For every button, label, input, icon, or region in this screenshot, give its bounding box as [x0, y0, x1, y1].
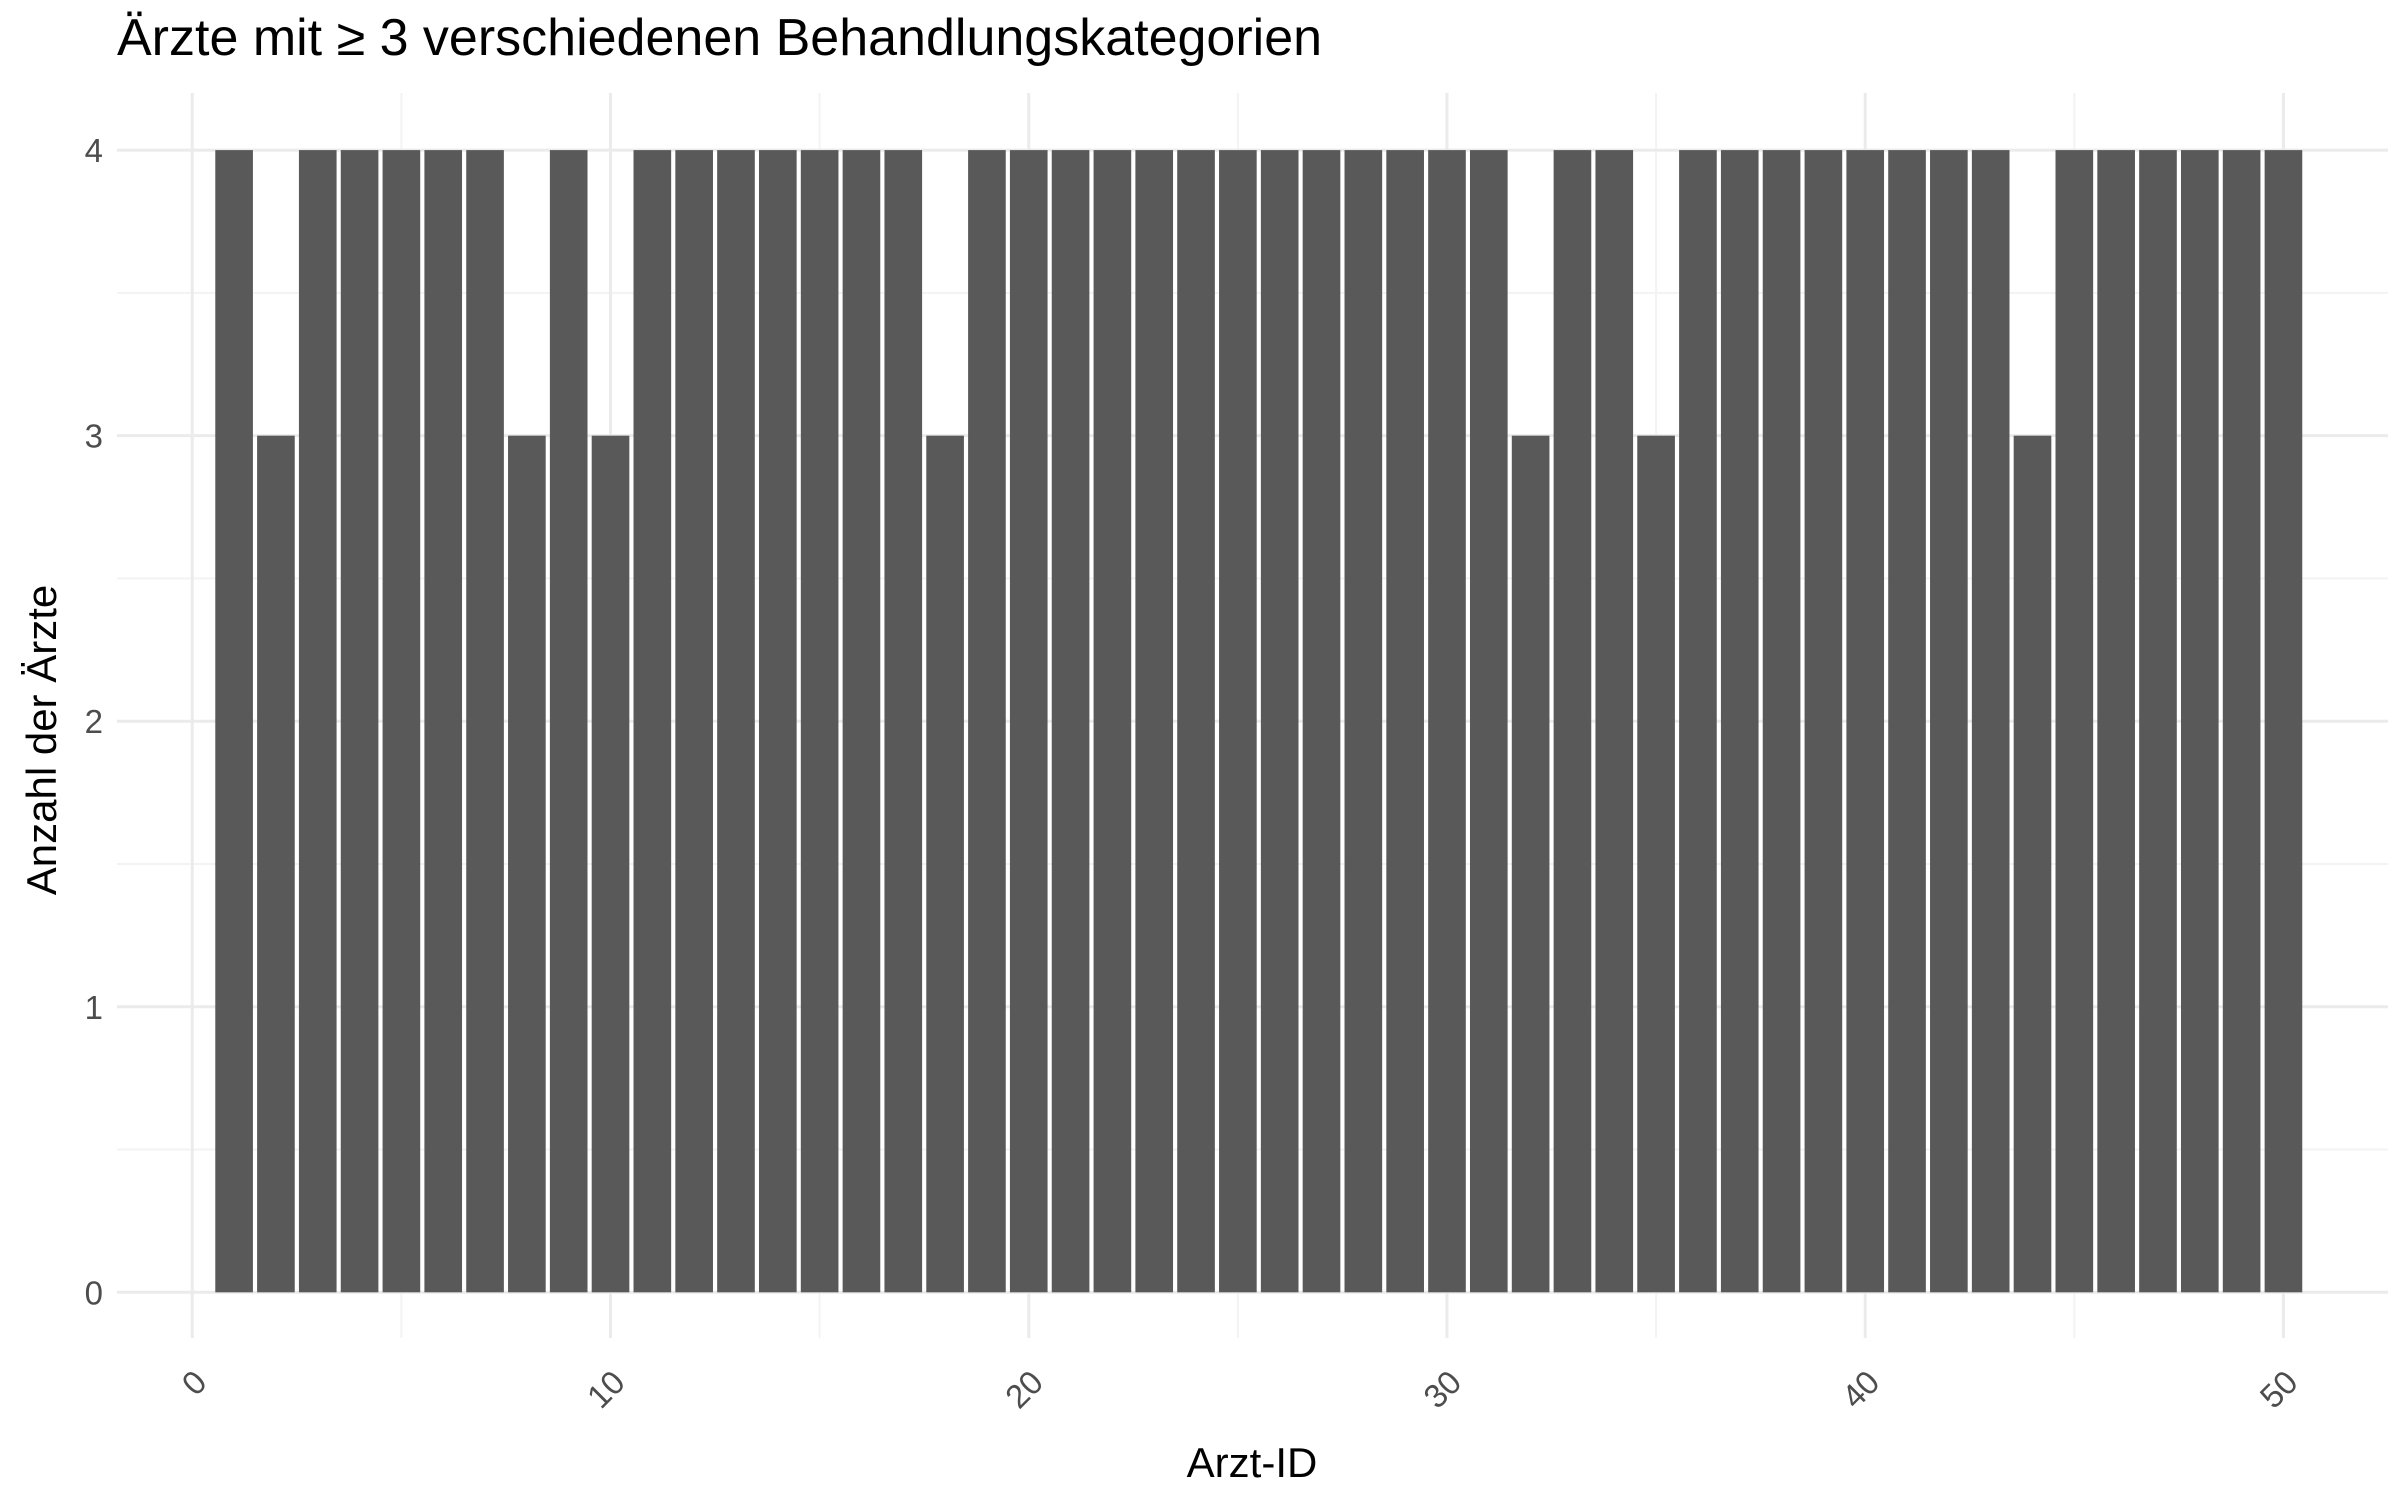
bar	[257, 435, 295, 1293]
y-tick-label: 0	[85, 1274, 103, 1311]
bar	[1804, 150, 1843, 1293]
bar	[298, 150, 337, 1293]
bar	[549, 150, 588, 1293]
y-tick-label: 1	[85, 989, 103, 1026]
bar	[2222, 150, 2261, 1293]
bars	[215, 150, 2303, 1293]
bar	[466, 150, 504, 1293]
bar	[2013, 435, 2052, 1293]
bar	[1428, 150, 1466, 1293]
x-tick-label: 30	[1416, 1363, 1468, 1415]
bar	[2097, 150, 2135, 1293]
bar	[758, 150, 797, 1293]
bar	[1135, 150, 1174, 1293]
bar	[1679, 150, 1717, 1293]
bar	[1637, 435, 1675, 1293]
bar	[1219, 150, 1257, 1293]
bar	[1386, 150, 1424, 1293]
y-axis-title: Anzahl der Ärzte	[18, 585, 65, 896]
bar	[717, 150, 755, 1293]
bar	[1595, 150, 1634, 1293]
bar	[926, 435, 964, 1293]
bar	[215, 150, 253, 1293]
y-tick-label: 4	[85, 132, 103, 169]
bar	[1720, 150, 1759, 1293]
bar	[1009, 150, 1048, 1293]
bar	[633, 150, 672, 1293]
bar	[968, 150, 1006, 1293]
bar	[1093, 150, 1132, 1293]
bar	[2139, 150, 2177, 1293]
bar	[800, 150, 839, 1293]
x-tick-label: 40	[1834, 1363, 1886, 1415]
bar	[508, 435, 546, 1293]
bar	[842, 150, 881, 1293]
bar	[424, 150, 463, 1293]
chart-title: Ärzte mit ≥ 3 verschiedenen Behandlungsk…	[117, 9, 1323, 67]
bar	[1971, 150, 2010, 1293]
bar	[1260, 150, 1299, 1293]
x-tick-labels: 0 10 20 30 40 50	[174, 1363, 2304, 1415]
x-tick-label: 50	[2253, 1363, 2305, 1415]
bar	[2055, 150, 2094, 1293]
bar	[2180, 150, 2219, 1293]
bar	[1888, 150, 1926, 1293]
x-tick-label: 20	[998, 1363, 1050, 1415]
bar	[591, 435, 630, 1293]
y-tick-label: 2	[85, 703, 103, 740]
y-tick-labels: 0 1 2 3 4	[85, 132, 103, 1311]
bar	[382, 150, 421, 1293]
bar	[340, 150, 379, 1293]
bar	[1177, 150, 1215, 1293]
bar	[1762, 150, 1801, 1293]
bar	[1344, 150, 1383, 1293]
bar	[1511, 435, 1550, 1293]
bar	[1051, 150, 1090, 1293]
x-axis-title: Arzt-ID	[1187, 1439, 1318, 1486]
bar	[1846, 150, 1885, 1293]
bar	[1302, 150, 1341, 1293]
bar	[1553, 150, 1592, 1293]
bar	[1930, 150, 1968, 1293]
bar	[2264, 150, 2303, 1293]
x-tick-label: 10	[580, 1363, 632, 1415]
bar	[884, 150, 923, 1293]
bar	[1469, 150, 1508, 1293]
x-tick-label: 0	[174, 1363, 213, 1402]
y-tick-label: 3	[85, 418, 103, 455]
bar	[675, 150, 713, 1293]
